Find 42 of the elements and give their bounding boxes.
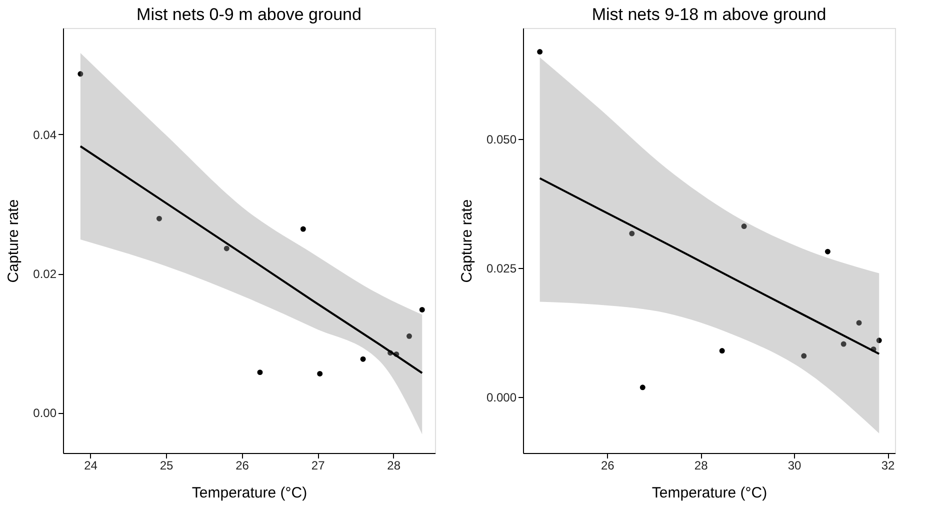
x-tick-label: 26 bbox=[236, 458, 250, 472]
x-axis-title: Temperature (°C) bbox=[192, 484, 308, 502]
point bbox=[156, 216, 162, 222]
x-tick-label: 28 bbox=[387, 458, 401, 472]
point bbox=[629, 230, 635, 236]
x-tick-label: 32 bbox=[881, 458, 896, 472]
y-axis-title: Capture rate bbox=[5, 199, 22, 283]
y-tick-label: 0.02 bbox=[33, 267, 57, 282]
point bbox=[741, 224, 747, 230]
point bbox=[224, 246, 230, 252]
line-series bbox=[538, 177, 880, 355]
x-tick-label: 25 bbox=[160, 458, 174, 472]
point bbox=[640, 384, 646, 390]
x-axis-title: Temperature (°C) bbox=[652, 484, 768, 502]
point bbox=[537, 49, 543, 54]
point bbox=[840, 341, 846, 347]
y-tick-label: 0.00 bbox=[33, 406, 57, 420]
y-tick-label: 0.025 bbox=[486, 262, 517, 276]
point bbox=[856, 320, 862, 326]
point bbox=[78, 71, 84, 77]
point bbox=[406, 333, 412, 339]
x-tick-label: 27 bbox=[311, 458, 326, 472]
point bbox=[300, 226, 306, 232]
point bbox=[876, 338, 882, 344]
y-tick-label: 0.04 bbox=[33, 128, 57, 142]
chart-title: Mist nets 0-9 m above ground bbox=[136, 5, 362, 24]
x-tick-label: 28 bbox=[694, 458, 708, 472]
line-series bbox=[79, 145, 424, 374]
point bbox=[257, 370, 263, 376]
x-tick-label: 26 bbox=[600, 458, 615, 472]
y-tick-label: 0.050 bbox=[486, 132, 517, 147]
chart-title: Mist nets 9-18 m above ground bbox=[592, 5, 826, 24]
x-tick-label: 24 bbox=[84, 458, 98, 472]
point bbox=[317, 370, 323, 376]
y-tick-label: 0.000 bbox=[486, 390, 517, 405]
point bbox=[419, 306, 425, 312]
x-tick-label: 30 bbox=[788, 458, 802, 472]
point bbox=[824, 248, 830, 254]
y-axis-title: Capture rate bbox=[458, 199, 476, 283]
point bbox=[719, 348, 725, 354]
point bbox=[360, 356, 366, 362]
point bbox=[801, 353, 807, 359]
